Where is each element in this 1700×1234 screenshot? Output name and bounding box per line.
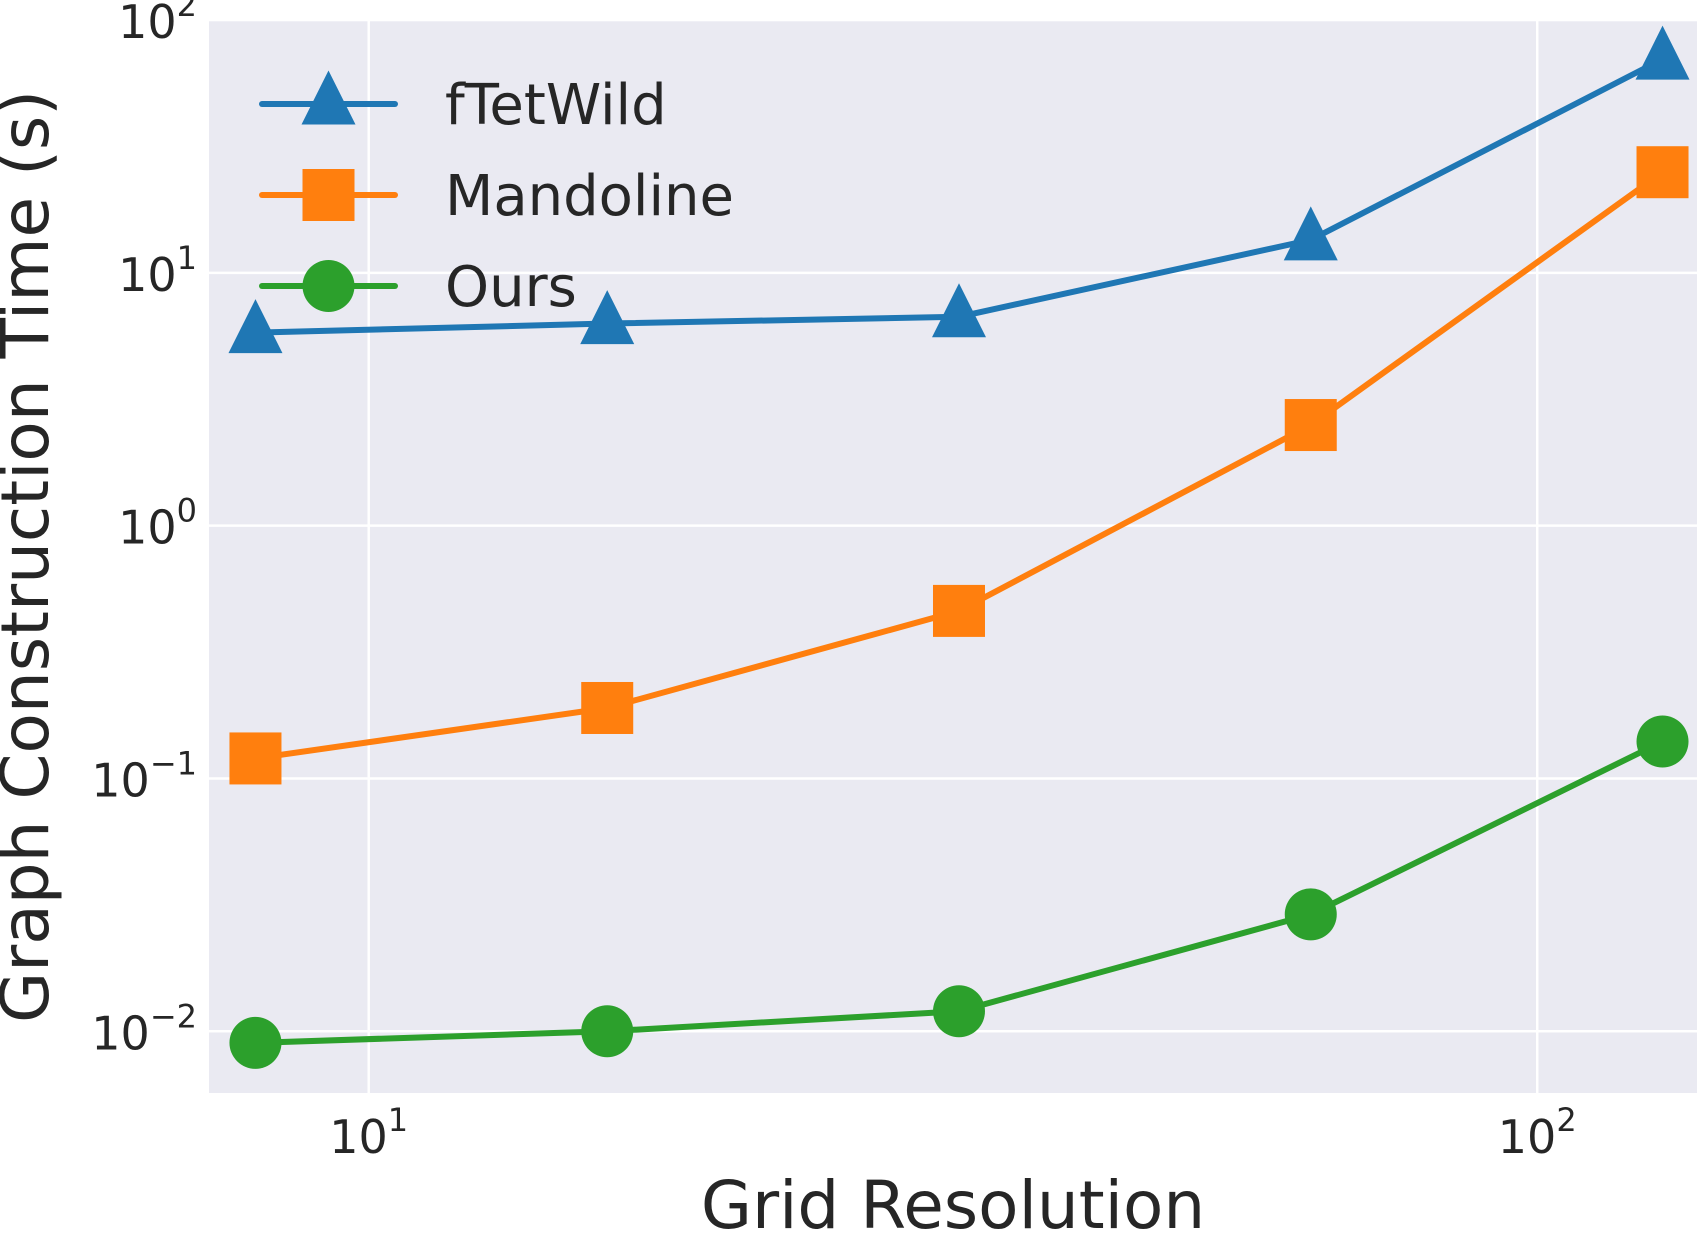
legend-marker: [302, 169, 355, 221]
legend-marker: [301, 70, 356, 125]
legend-item-ftetwild: fTetWild: [259, 70, 667, 138]
data-point-triangle: [228, 299, 283, 354]
data-point-square: [932, 584, 985, 637]
data-point-square: [1284, 399, 1337, 452]
y-tick-label: 10−1: [91, 744, 197, 807]
legend: fTetWild Mandoline Ours: [259, 70, 734, 320]
data-point-square: [229, 732, 282, 785]
y-tick-label: 101: [118, 239, 197, 302]
legend-item-mandoline: Mandoline: [259, 164, 734, 229]
legend-label: fTetWild: [445, 73, 667, 138]
x-tick-label: 102: [1498, 1101, 1577, 1164]
legend-label: Ours: [445, 255, 577, 320]
data-point-triangle: [1283, 206, 1338, 261]
data-point-circle: [932, 985, 985, 1038]
legend-item-ours: Ours: [259, 255, 577, 320]
series-ours: [229, 715, 1689, 1069]
series-layer: [228, 25, 1690, 1069]
series-ftetwild: [228, 25, 1690, 354]
plot-area: [209, 20, 1697, 1093]
data-point-triangle: [1635, 25, 1690, 80]
x-axis-label: Grid Resolution: [701, 1167, 1205, 1234]
y-tick-label: 10−2: [91, 997, 197, 1060]
data-point-triangle: [580, 290, 635, 345]
legend-marker: [302, 260, 355, 312]
x-tick-label: 101: [329, 1101, 408, 1164]
data-point-triangle: [931, 283, 986, 338]
data-point-square: [1636, 146, 1689, 199]
y-axis-label: Graph Construction Time (s): [0, 90, 64, 1023]
data-point-circle: [1284, 888, 1337, 941]
legend-label: Mandoline: [445, 164, 734, 229]
tick-labels: 101 102 10−2 10−1 100 101 102: [91, 0, 1576, 1164]
data-point-circle: [581, 1005, 634, 1058]
y-tick-label: 102: [118, 0, 197, 49]
data-point-circle: [229, 1016, 282, 1069]
y-tick-label: 100: [118, 492, 197, 555]
data-point-circle: [1636, 715, 1689, 768]
series-mandoline: [229, 146, 1689, 785]
data-point-square: [581, 681, 634, 734]
